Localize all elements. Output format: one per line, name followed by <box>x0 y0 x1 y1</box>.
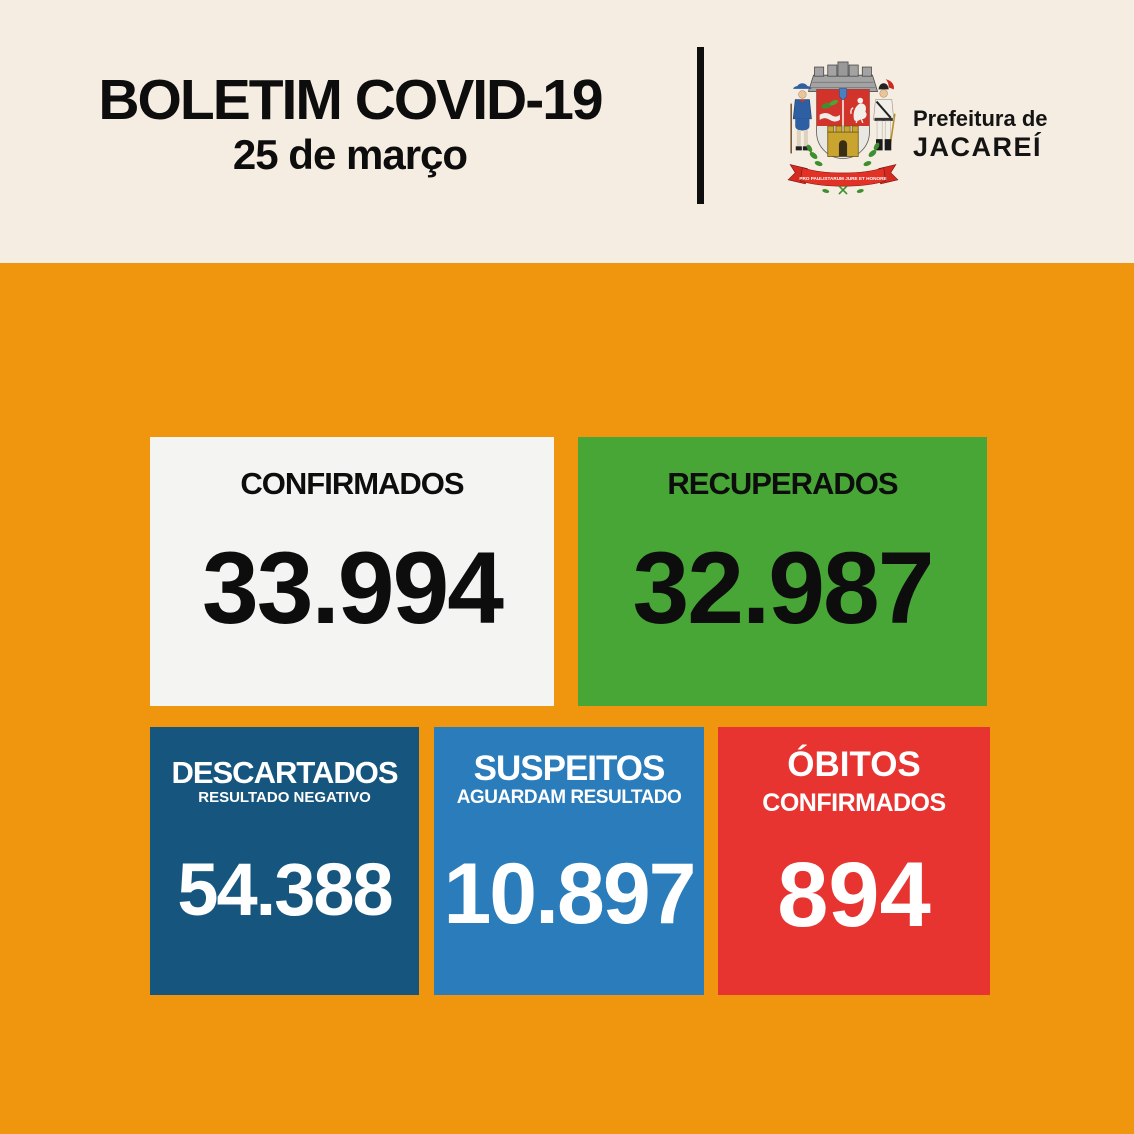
card-obitos-sublabel: CONFIRMADOS <box>762 789 946 817</box>
coat-of-arms-motto: PRO PAULISTARUM JURE ET HONORE <box>799 176 886 181</box>
card-suspeitos-value: 10.897 <box>443 846 696 942</box>
card-suspeitos: SUSPEITOS AGUARDAM RESULTADO 10.897 <box>434 727 704 995</box>
card-recuperados: RECUPERADOS 32.987 <box>578 437 987 706</box>
card-obitos-label: ÓBITOS <box>787 745 921 784</box>
card-obitos-value: 894 <box>777 844 931 946</box>
card-descartados: DESCARTADOS RESULTADO NEGATIVO 54.388 <box>150 727 419 995</box>
card-recuperados-value: 32.987 <box>632 531 935 645</box>
card-obitos: ÓBITOS CONFIRMADOS 894 <box>718 727 990 995</box>
header-titles: BOLETIM COVID-19 25 de março <box>0 0 700 263</box>
card-suspeitos-sublabel: AGUARDAM RESULTADO <box>456 787 682 808</box>
card-confirmados-label: CONFIRMADOS <box>240 466 464 501</box>
card-confirmados-value: 33.994 <box>202 531 504 645</box>
card-descartados-value: 54.388 <box>177 848 393 931</box>
card-descartados-label: DESCARTADOS <box>171 755 398 790</box>
card-descartados-sublabel: RESULTADO NEGATIVO <box>198 789 371 806</box>
jacarei-coat-of-arms-icon: PRO PAULISTARUM JURE ET HONORE <box>787 61 899 195</box>
org-name-line1: Prefeitura de <box>913 106 1048 131</box>
card-confirmados: CONFIRMADOS 33.994 <box>150 437 554 706</box>
card-suspeitos-label: SUSPEITOS <box>473 749 666 788</box>
bulletin-date: 25 de março <box>232 131 468 178</box>
org-name-line2: JACAREÍ <box>913 132 1043 162</box>
page-title: BOLETIM COVID-19 <box>98 68 603 132</box>
org-name: Prefeitura de JACAREÍ <box>913 108 1048 161</box>
card-recuperados-label: RECUPERADOS <box>667 466 898 501</box>
vertical-divider <box>697 47 704 204</box>
header-band: BOLETIM COVID-19 25 de março <box>0 0 1134 263</box>
